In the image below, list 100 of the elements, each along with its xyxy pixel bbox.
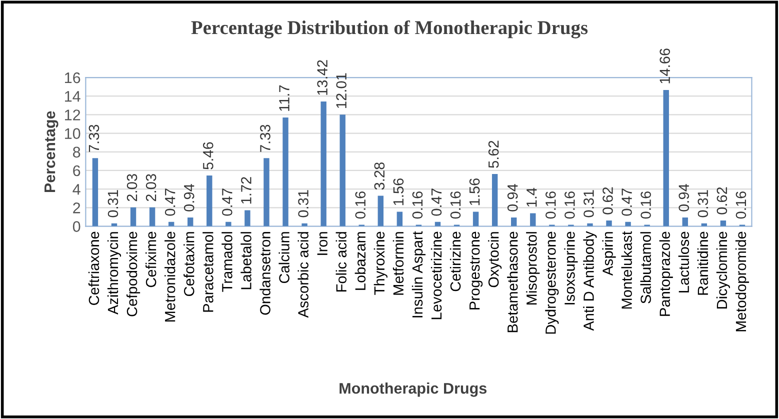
data-label: 12.01 [336, 73, 347, 108]
x-tick-label: Folic acid [336, 232, 347, 292]
x-axis-title: Monotherapic Drugs [340, 382, 487, 397]
y-tick-label: 6 [73, 165, 80, 176]
bar [606, 220, 612, 226]
data-label: 0.31 [584, 190, 594, 218]
x-tick-label: Insulin Aspart [412, 231, 426, 318]
bar [378, 196, 384, 226]
x-tick-label: Azithromycin [107, 232, 122, 315]
bar [92, 158, 98, 226]
data-label: 7.33 [88, 124, 100, 152]
x-tick-label: Betamethasone [507, 232, 518, 332]
bar [396, 212, 403, 226]
data-label: 0.16 [450, 191, 461, 219]
data-label: 0.31 [298, 190, 308, 218]
data-label: 0.47 [431, 188, 442, 216]
bar [244, 210, 250, 226]
x-tick-label: Metodopromide [735, 232, 750, 332]
x-tick-label: Oxytocin [488, 232, 502, 288]
x-tick-label: Thyroxine [374, 232, 388, 295]
data-label: 0.16 [640, 191, 651, 219]
y-tick-label: 12 [65, 110, 80, 120]
x-tick-label: Cefixime [145, 232, 156, 288]
x-tick-label: Salbutamol [640, 232, 651, 304]
x-tick-label: Lactulose [678, 232, 690, 292]
data-label: 5.62 [488, 140, 499, 168]
data-label: 7.33 [260, 124, 270, 152]
chart-title: Percentage Distribution of Monotherapic Drugs [191, 20, 588, 38]
bar [720, 220, 726, 226]
x-tick-label: Metronidazole [164, 232, 176, 322]
bar [530, 213, 536, 226]
data-label: 5.46 [202, 142, 214, 170]
x-tick-label: Ascorbic acid [298, 232, 308, 318]
bar [188, 218, 194, 226]
data-label: 0.31 [108, 190, 118, 218]
data-label: 0.16 [355, 191, 366, 219]
y-tick-label: 10 [65, 128, 80, 139]
bar [282, 117, 288, 226]
data-label: 1.72 [241, 177, 252, 204]
x-tick-label: Pantoprazole [659, 232, 673, 316]
data-label: 2.03 [146, 174, 156, 202]
x-tick-label: Calcium [278, 232, 290, 284]
x-tick-label: Dicyclomine [716, 232, 730, 309]
x-tick-label: Cefpodoxime [126, 232, 140, 316]
data-label: 0.16 [412, 191, 423, 219]
x-tick-label: Metformin [392, 232, 404, 295]
bar [320, 102, 326, 226]
x-tick-label: Labetalol [240, 232, 252, 290]
bar [663, 90, 669, 226]
x-tick-label: Montelukast [621, 231, 632, 309]
x-tick-label: Aspirin [602, 232, 616, 276]
x-tick-label: Anti D Antibody [583, 231, 597, 331]
x-tick-label: Cefotaxim [184, 232, 194, 296]
bar [226, 222, 232, 226]
data-label: 2.03 [126, 174, 138, 202]
x-tick-label: Iron [317, 232, 328, 255]
y-tick-label: 2 [73, 202, 80, 214]
bar [130, 207, 136, 226]
bar [682, 218, 688, 226]
data-label: 0.47 [622, 188, 632, 216]
y-tick-label: 16 [65, 72, 80, 84]
y-tick-label: 8 [72, 146, 80, 158]
data-label: 0.94 [678, 184, 690, 212]
data-label: 3.28 [374, 162, 385, 190]
bar [264, 158, 270, 226]
x-tick-label: Cetirizine [450, 232, 461, 292]
data-label: 0.94 [184, 184, 194, 212]
data-label: 1.4 [526, 188, 537, 207]
data-label: 0.62 [602, 187, 613, 214]
bar [340, 114, 346, 226]
data-label: 11.7 [279, 85, 290, 111]
bar [511, 218, 517, 226]
data-label: 0.16 [546, 191, 556, 219]
data-label: 13.42 [317, 60, 328, 95]
data-label: 0.31 [698, 190, 708, 218]
data-label: 0.47 [222, 188, 232, 216]
bar [149, 207, 156, 226]
x-tick-label: Ranitidine [697, 232, 708, 295]
x-tick-label: Ondansetron [260, 232, 270, 315]
data-label: 0.16 [564, 191, 575, 219]
x-tick-label: Lobazam [354, 232, 366, 290]
data-label: 0.16 [736, 191, 746, 219]
data-label: 0.47 [164, 188, 176, 216]
data-label: 0.62 [716, 187, 728, 214]
x-tick-label: Tramadol [222, 232, 232, 292]
x-tick-label: Paracetamol [202, 232, 214, 312]
y-axis-title: Percentage [44, 111, 58, 192]
data-label: 1.56 [469, 178, 480, 206]
x-tick-label: Ceftriaxone [88, 232, 100, 305]
bar [472, 212, 479, 226]
bar [492, 174, 498, 226]
data-label: 14.66 [660, 48, 670, 84]
data-label: 0.94 [507, 184, 518, 212]
y-tick-label: 4 [72, 184, 80, 195]
bar [206, 176, 212, 226]
bar [587, 223, 593, 226]
x-tick-label: Misoprostol [526, 232, 540, 304]
x-tick-label: Dydrogesterone [545, 232, 559, 334]
data-label: 1.56 [393, 178, 404, 206]
x-tick-label: Levocetirizine [430, 232, 442, 320]
